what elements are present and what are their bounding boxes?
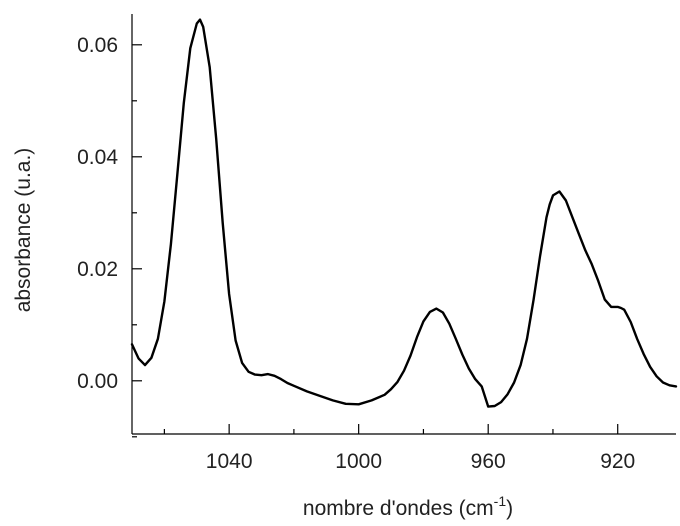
x-tick-label: 1040	[206, 450, 253, 473]
x-axis-title-main: nombre d'ondes (cm	[303, 497, 494, 520]
x-tick-label: 920	[600, 450, 635, 473]
y-tick-label: 0.02	[77, 258, 118, 281]
x-tick-label: 1000	[335, 450, 382, 473]
y-tick-label: 0.04	[77, 146, 118, 169]
x-axis-ticks: 1040 1000 960 920	[163, 424, 635, 473]
y-axis-title: absorbance (u.a.)	[12, 148, 35, 313]
x-axis-title: nombre d'ondes (cm-1)	[303, 493, 513, 520]
y-tick-label: 0.00	[77, 370, 118, 393]
x-axis-title-superscript: -1	[494, 493, 507, 509]
y-tick-label: 0.06	[77, 34, 118, 57]
spectrum-line	[130, 18, 678, 408]
x-axis-title-close: )	[506, 497, 513, 520]
x-tick-label: 960	[471, 450, 506, 473]
y-axis-ticks: 0.00 0.02 0.04 0.06	[77, 34, 142, 438]
spectrum-series	[130, 18, 678, 408]
